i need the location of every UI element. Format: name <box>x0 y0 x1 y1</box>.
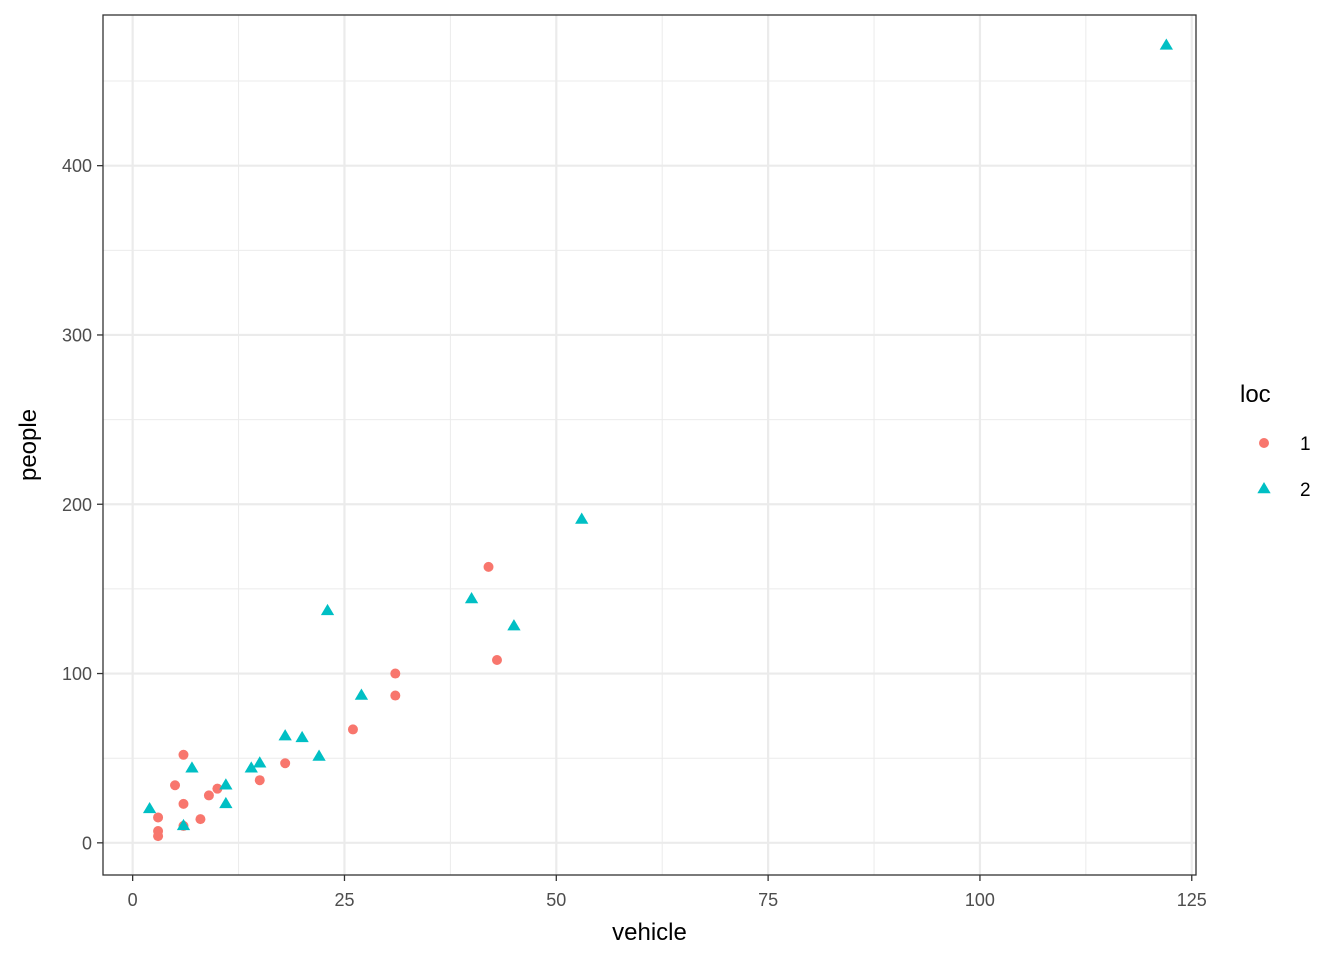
data-point-loc-1 <box>280 758 291 769</box>
legend-entries: 12 <box>1257 434 1311 501</box>
legend-key-1 <box>1259 438 1269 448</box>
data-point-loc-1 <box>203 790 214 801</box>
data-point-loc-1 <box>178 749 189 760</box>
y-tick-label: 0 <box>82 833 92 853</box>
y-tick-label: 400 <box>62 156 92 176</box>
x-tick-label: 75 <box>758 890 778 910</box>
x-axis: 0 25 50 75 100 125 <box>128 875 1207 910</box>
data-point-loc-1 <box>483 561 494 572</box>
plot-panel-background <box>103 15 1196 875</box>
data-point-loc-2 <box>575 512 589 524</box>
y-tick-label: 100 <box>62 664 92 684</box>
data-point-loc-2 <box>253 756 267 768</box>
x-tick-label: 50 <box>546 890 566 910</box>
data-point-loc-1 <box>153 812 164 823</box>
data-point-loc-2 <box>312 749 326 761</box>
x-tick-label: 125 <box>1177 890 1207 910</box>
data-point-loc-2 <box>320 603 335 616</box>
data-point-loc-2 <box>354 688 369 700</box>
legend-label-1: 1 <box>1300 434 1311 455</box>
plot-panel-border <box>102 14 1197 876</box>
data-points <box>142 38 1173 842</box>
data-point-loc-2 <box>464 592 479 604</box>
y-tick-label: 300 <box>62 325 92 345</box>
data-point-loc-2 <box>507 619 521 631</box>
data-point-loc-1 <box>178 798 189 809</box>
data-point-loc-2 <box>219 796 233 809</box>
data-point-loc-1 <box>347 724 358 735</box>
data-point-loc-1 <box>212 783 223 794</box>
data-point-loc-2 <box>176 818 191 831</box>
minor-gridlines <box>103 15 1196 875</box>
data-point-loc-1 <box>153 825 164 836</box>
y-axis: 0 100 200 300 400 <box>62 156 103 853</box>
x-tick-label: 0 <box>128 890 138 910</box>
data-point-loc-1 <box>390 668 401 679</box>
y-axis-title: people <box>15 409 42 481</box>
data-point-loc-1 <box>254 775 265 786</box>
data-point-loc-1 <box>390 690 401 701</box>
data-point-loc-1 <box>170 780 181 791</box>
data-point-loc-2 <box>244 761 258 773</box>
data-point-loc-1 <box>491 655 502 665</box>
legend-key-2 <box>1257 482 1271 494</box>
legend: loc 12 <box>1240 381 1311 501</box>
legend-title: loc <box>1240 381 1271 408</box>
data-point-loc-2 <box>219 778 233 790</box>
x-tick-label: 25 <box>334 890 354 910</box>
data-point-loc-2 <box>142 801 157 814</box>
data-point-loc-2 <box>278 729 292 741</box>
major-gridlines <box>103 15 1196 875</box>
y-tick-label: 200 <box>62 495 92 515</box>
x-axis-title: vehicle <box>612 919 687 946</box>
data-point-loc-2 <box>295 730 309 743</box>
x-tick-label: 100 <box>965 890 995 910</box>
data-point-loc-1 <box>195 814 206 825</box>
data-point-loc-2 <box>1159 38 1173 50</box>
legend-label-2: 2 <box>1300 480 1311 501</box>
data-point-loc-2 <box>185 761 199 773</box>
